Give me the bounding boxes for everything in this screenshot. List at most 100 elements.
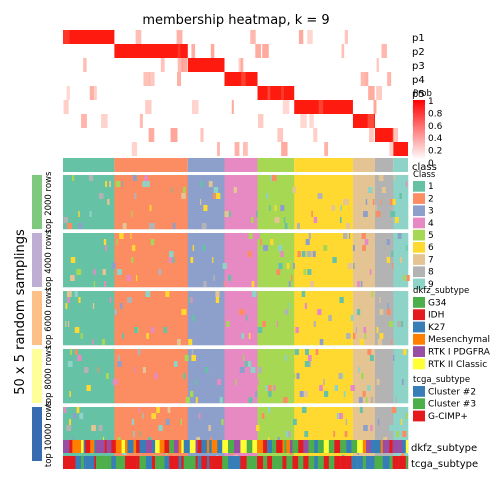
heatmap-cell — [374, 349, 394, 356]
heatmap-cell — [391, 407, 397, 413]
heatmap-cell — [323, 391, 329, 397]
membership-cell — [262, 44, 269, 58]
heatmap-cell — [111, 263, 116, 269]
heatmap-cell — [63, 391, 115, 398]
heatmap-cell — [374, 397, 394, 404]
tcga-subtype-cell — [298, 456, 304, 469]
heatmap-cell — [352, 315, 376, 322]
heatmap-cell — [224, 291, 258, 298]
heatmap-cell — [151, 413, 157, 419]
dkfz-subtype-cell — [211, 440, 218, 453]
heatmap-cell — [223, 281, 225, 287]
class-legend-swatch — [413, 205, 425, 217]
heatmap-cell — [257, 349, 295, 356]
heatmap-cell — [296, 373, 300, 379]
class-bar-segment — [352, 158, 375, 172]
heatmap-cell — [294, 251, 354, 258]
tcga-subtype-cell — [178, 456, 182, 469]
heatmap-cell — [70, 257, 76, 263]
dkfz-subtype-label: dkfz_subtype — [411, 443, 477, 454]
heatmap-cell — [257, 233, 295, 240]
dkfz-subtype-cell — [282, 440, 285, 453]
membership-cell — [389, 142, 394, 156]
heatmap-cell — [358, 315, 363, 321]
heatmap-cell — [323, 245, 328, 251]
heatmap-cell — [63, 181, 115, 188]
heatmap-cell — [359, 407, 363, 413]
heatmap-cell — [257, 281, 295, 288]
class-legend-item: 4 — [428, 219, 434, 229]
heatmap-cell — [294, 373, 354, 380]
heatmap-cell — [114, 199, 189, 206]
heatmap-cell — [187, 303, 225, 310]
class-legend-title: Class — [413, 170, 436, 180]
membership-cell — [63, 100, 69, 114]
heatmap-cell — [395, 397, 397, 403]
heatmap-cell — [208, 425, 211, 431]
heatmap-cell — [284, 355, 287, 361]
heatmap-cell — [187, 199, 225, 206]
heatmap-cell — [224, 397, 258, 404]
membership-cell — [381, 44, 387, 58]
heatmap-cell — [114, 391, 189, 398]
heatmap-cell — [114, 413, 189, 420]
heatmap-cell — [224, 181, 258, 188]
heatmap-cell — [393, 397, 409, 404]
heatmap-cell — [114, 187, 189, 194]
prob-legend-title: Prob — [413, 89, 432, 99]
heatmap-cell — [215, 193, 221, 199]
heatmap-cell — [103, 199, 107, 205]
heatmap-cell — [187, 263, 225, 270]
heatmap-cell — [294, 193, 354, 200]
class-legend-item: 8 — [428, 268, 434, 278]
dkfz-subtype-cell — [405, 440, 408, 453]
heatmap-cell — [137, 327, 139, 333]
heatmap-cell — [317, 193, 323, 199]
tcga-subtype-cell — [217, 456, 223, 469]
heatmap-cell — [173, 361, 178, 367]
heatmap-cell — [361, 373, 364, 379]
tcga-subtype-cell — [303, 456, 309, 469]
heatmap-cell — [63, 269, 115, 276]
tcga-subtype-cell — [289, 456, 293, 469]
row-group-label: top 2000 rows — [44, 171, 54, 232]
heatmap-cell — [63, 281, 115, 288]
heatmap-cell — [104, 281, 107, 287]
heatmap-cell — [352, 349, 376, 356]
class-bar-segment — [257, 158, 295, 172]
heatmap-cell — [257, 187, 295, 194]
membership-cell — [66, 86, 70, 100]
heatmap-cell — [359, 339, 364, 345]
heatmap-cell — [213, 379, 218, 385]
heatmap-cell — [336, 413, 341, 419]
membership-cell — [160, 58, 165, 72]
heatmap-cell — [114, 407, 189, 414]
membership-block-p1 — [63, 30, 115, 44]
bottom-annotation-bars: dkfz_subtype tcga_subtype — [63, 440, 478, 470]
heatmap-cell — [235, 205, 241, 211]
heatmap-cell — [63, 355, 115, 362]
heatmap-cell — [352, 275, 376, 282]
heatmap-cell — [319, 385, 323, 391]
membership-cell — [131, 142, 138, 156]
dkfz-subtype-cell — [252, 440, 258, 453]
dkfz-subtype-cell — [85, 440, 91, 453]
heatmap-cell — [396, 431, 399, 437]
heatmap-cell — [115, 181, 121, 187]
tcga-subtype-cell — [286, 456, 289, 469]
heatmap-cell — [393, 339, 409, 346]
heatmap-cell — [294, 239, 354, 246]
heatmap-cell — [374, 199, 394, 206]
heatmap-cell — [370, 397, 374, 403]
heatmap-cell — [292, 187, 296, 193]
heatmap-cell — [172, 257, 175, 263]
heatmap-cell — [367, 413, 369, 419]
tcga-subtype-cell — [328, 456, 335, 469]
heatmap-cell — [91, 425, 96, 431]
dkfz-subtype-cell — [287, 440, 291, 453]
heatmap-cell — [323, 379, 325, 385]
heatmap-cell — [392, 199, 396, 205]
heatmap-cell — [374, 425, 394, 432]
heatmap-cell — [313, 339, 317, 345]
